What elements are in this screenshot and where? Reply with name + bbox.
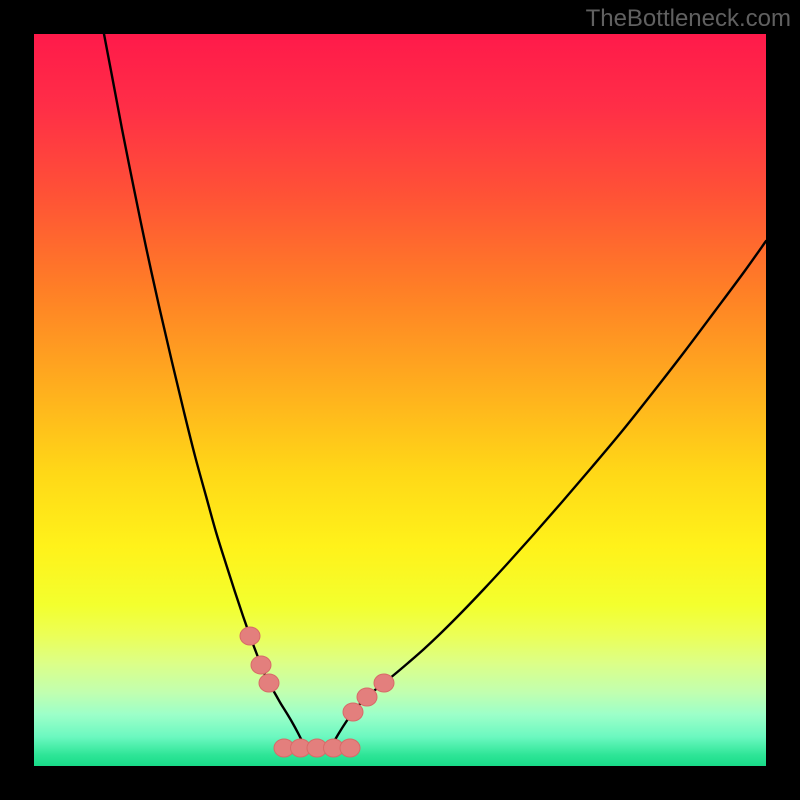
markers-group [240,627,394,757]
watermark-text: TheBottleneck.com [586,5,791,33]
marker-dot [374,674,394,692]
marker-dot [251,656,271,674]
curve-right [332,241,766,745]
curve-layer [34,34,766,766]
marker-dot [240,627,260,645]
marker-dot [357,688,377,706]
plot-area [34,34,766,766]
marker-dot [343,703,363,721]
chart-frame: TheBottleneck.com [0,0,800,800]
curve-left [104,34,304,745]
marker-dot [340,739,360,757]
marker-dot [259,674,279,692]
